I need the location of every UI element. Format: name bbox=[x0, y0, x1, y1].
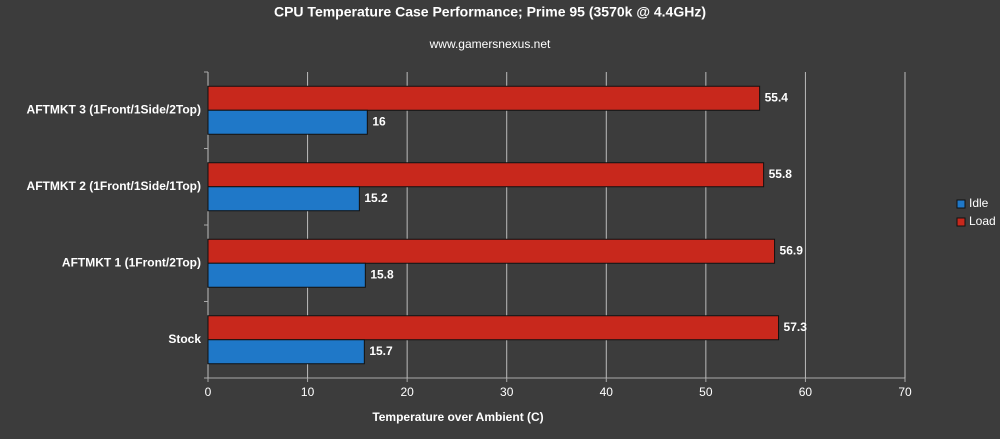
value-label: 16 bbox=[372, 114, 386, 128]
value-label: 55.4 bbox=[765, 90, 789, 104]
bar bbox=[207, 238, 776, 264]
bar bbox=[207, 186, 360, 212]
legend-label: Load bbox=[969, 214, 996, 228]
chart-title: CPU Temperature Case Performance; Prime … bbox=[274, 4, 706, 20]
value-label: 57.3 bbox=[784, 320, 808, 334]
bar bbox=[207, 339, 365, 365]
x-tick-label: 10 bbox=[301, 385, 315, 399]
x-tick-label: 40 bbox=[600, 385, 614, 399]
bar bbox=[207, 109, 368, 135]
bar bbox=[207, 315, 780, 341]
value-label: 56.9 bbox=[780, 243, 804, 257]
x-axis-title: Temperature over Ambient (C) bbox=[372, 410, 543, 424]
value-label: 55.8 bbox=[769, 167, 793, 181]
legend-label: Idle bbox=[969, 196, 989, 210]
y-tick-label: Stock bbox=[168, 332, 201, 346]
y-tick-label: AFTMKT 3 (1Front/1Side/2Top) bbox=[27, 102, 201, 116]
legend-swatch bbox=[956, 217, 966, 227]
bar bbox=[207, 262, 366, 288]
x-tick-label: 20 bbox=[400, 385, 414, 399]
legend-swatch bbox=[956, 199, 966, 209]
x-tick-label: 70 bbox=[898, 385, 912, 399]
y-tick-label: AFTMKT 1 (1Front/2Top) bbox=[62, 255, 201, 269]
x-tick-label: 60 bbox=[799, 385, 813, 399]
chart-subtitle: www.gamersnexus.net bbox=[429, 37, 551, 51]
bar bbox=[207, 85, 761, 111]
x-tick-label: 50 bbox=[699, 385, 713, 399]
y-tick-label: AFTMKT 2 (1Front/1Side/1Top) bbox=[27, 179, 201, 193]
x-tick-label: 30 bbox=[500, 385, 514, 399]
bar bbox=[207, 162, 765, 188]
value-label: 15.8 bbox=[370, 267, 394, 281]
x-tick-label: 0 bbox=[205, 385, 212, 399]
value-label: 15.2 bbox=[364, 191, 388, 205]
value-label: 15.7 bbox=[369, 344, 393, 358]
